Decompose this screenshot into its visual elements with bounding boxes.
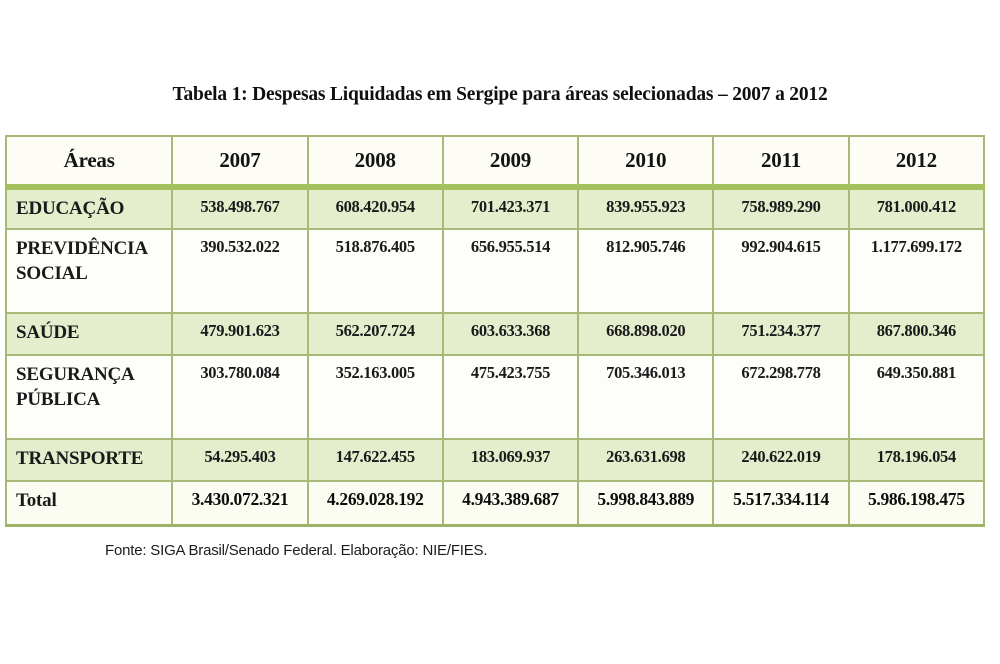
cell-value: 263.631.698 xyxy=(577,438,715,482)
cell-value: 54.295.403 xyxy=(171,438,309,482)
source-note: Fonte: SIGA Brasil/Senado Federal. Elabo… xyxy=(105,542,488,559)
page-title: Tabela 1: Despesas Liquidadas em Sergipe… xyxy=(172,84,828,105)
table-row-transporte: TRANSPORTE 54.295.403 147.622.455 183.06… xyxy=(4,438,986,482)
cell-value: 4.943.389.687 xyxy=(441,480,580,526)
row-label: TRANSPORTE xyxy=(4,438,174,482)
cell-value: 812.905.746 xyxy=(577,228,715,314)
cell-value: 147.622.455 xyxy=(306,438,444,482)
expenses-table: Áreas 2007 2008 2009 2010 2011 2012 EDUC… xyxy=(4,135,986,527)
column-header-areas: Áreas xyxy=(4,135,174,190)
cell-value: 781.000.412 xyxy=(847,186,986,230)
cell-value: 608.420.954 xyxy=(306,186,444,230)
cell-value: 3.430.072.321 xyxy=(171,480,309,526)
column-header-2011: 2011 xyxy=(712,135,850,190)
cell-value: 1.177.699.172 xyxy=(847,228,986,314)
header-row: Áreas 2007 2008 2009 2010 2011 2012 xyxy=(4,135,986,190)
cell-value: 751.234.377 xyxy=(712,312,850,356)
cell-value: 475.423.755 xyxy=(441,354,580,440)
column-header-2009: 2009 xyxy=(441,135,580,190)
cell-value: 240.622.019 xyxy=(712,438,850,482)
cell-value: 390.532.022 xyxy=(171,228,309,314)
cell-value: 518.876.405 xyxy=(306,228,444,314)
table-row-saude: SAÚDE 479.901.623 562.207.724 603.633.36… xyxy=(4,312,986,356)
cell-value: 5.998.843.889 xyxy=(577,480,715,526)
cell-value: 705.346.013 xyxy=(577,354,715,440)
table-row-previdencia-social: PREVIDÊNCIA SOCIAL 390.532.022 518.876.4… xyxy=(4,228,986,314)
column-header-2007: 2007 xyxy=(171,135,309,190)
cell-value: 479.901.623 xyxy=(171,312,309,356)
row-label: Total xyxy=(4,480,174,526)
column-header-2008: 2008 xyxy=(306,135,444,190)
column-header-2010: 2010 xyxy=(577,135,715,190)
cell-value: 538.498.767 xyxy=(171,186,309,230)
row-label: SAÚDE xyxy=(4,312,174,356)
table-row-total: Total 3.430.072.321 4.269.028.192 4.943.… xyxy=(4,480,986,526)
cell-value: 701.423.371 xyxy=(441,186,580,230)
cell-value: 5.517.334.114 xyxy=(712,480,850,526)
cell-value: 649.350.881 xyxy=(847,354,986,440)
cell-value: 867.800.346 xyxy=(847,312,986,356)
cell-value: 656.955.514 xyxy=(441,228,580,314)
cell-value: 352.163.005 xyxy=(306,354,444,440)
row-label: EDUCAÇÃO xyxy=(4,186,174,230)
table-row-educacao: EDUCAÇÃO 538.498.767 608.420.954 701.423… xyxy=(4,186,986,230)
cell-value: 839.955.923 xyxy=(577,186,715,230)
table-row-seguranca-publica: SEGURANÇA PÚBLICA 303.780.084 352.163.00… xyxy=(4,354,986,440)
cell-value: 4.269.028.192 xyxy=(306,480,444,526)
column-header-2012: 2012 xyxy=(847,135,986,190)
cell-value: 672.298.778 xyxy=(712,354,850,440)
cell-value: 758.989.290 xyxy=(712,186,850,230)
cell-value: 603.633.368 xyxy=(441,312,580,356)
cell-value: 562.207.724 xyxy=(306,312,444,356)
row-label: PREVIDÊNCIA SOCIAL xyxy=(4,228,174,314)
cell-value: 992.904.615 xyxy=(712,228,850,314)
row-label: SEGURANÇA PÚBLICA xyxy=(4,354,174,440)
cell-value: 183.069.937 xyxy=(441,438,580,482)
cell-value: 668.898.020 xyxy=(577,312,715,356)
cell-value: 5.986.198.475 xyxy=(847,480,986,526)
cell-value: 303.780.084 xyxy=(171,354,309,440)
cell-value: 178.196.054 xyxy=(847,438,986,482)
